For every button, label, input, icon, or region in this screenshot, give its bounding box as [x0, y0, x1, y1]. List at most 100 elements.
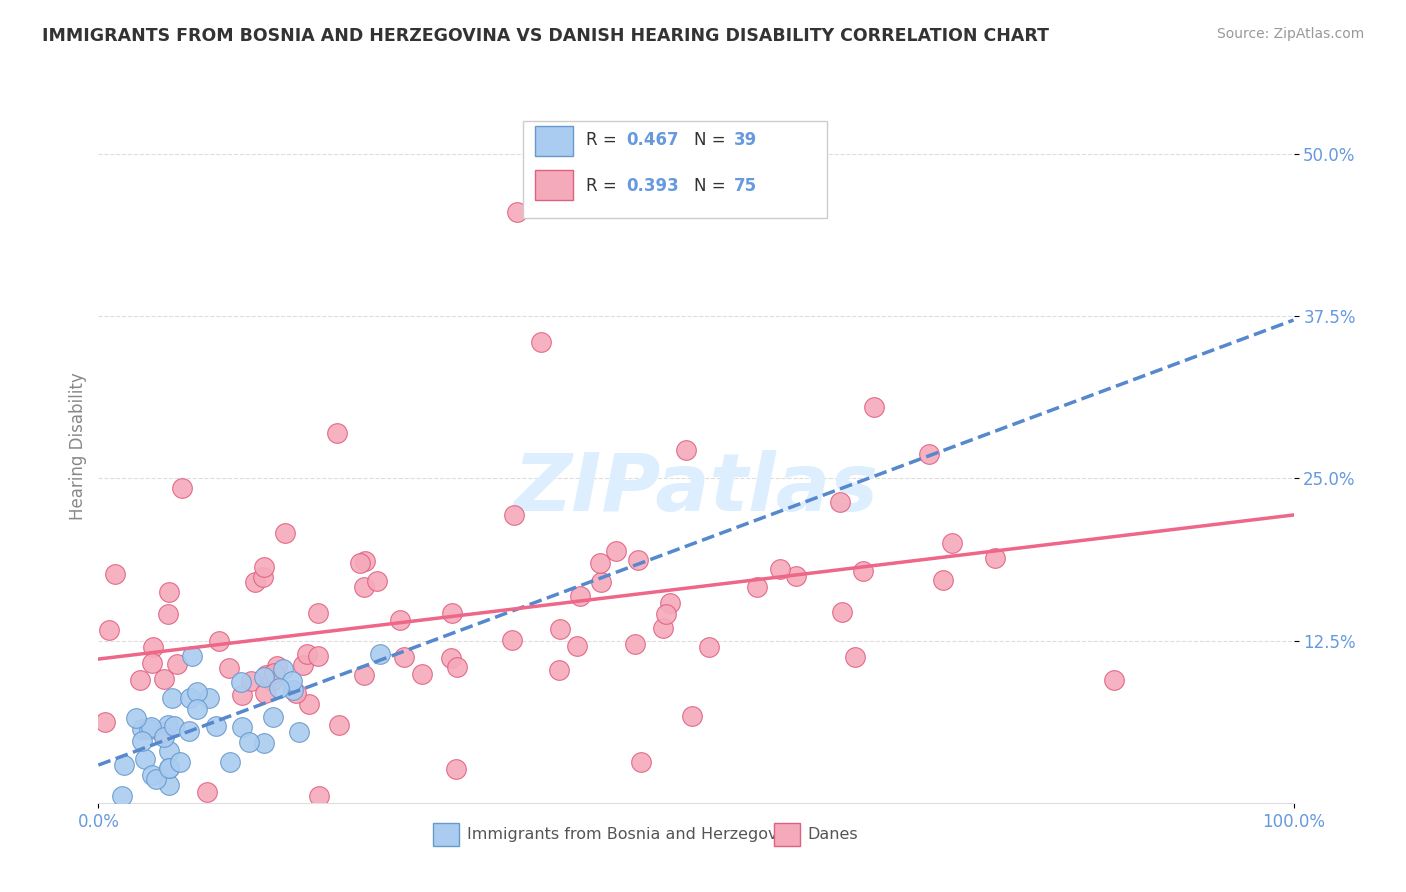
Point — [439, 651, 461, 665]
Point — [392, 650, 415, 665]
Point — [243, 574, 266, 589]
Point — [153, 730, 176, 744]
Point — [502, 508, 524, 522]
Point — [353, 667, 375, 681]
Bar — [773, 822, 800, 846]
Point — [624, 637, 647, 651]
Point — [229, 675, 252, 690]
Point — [547, 663, 569, 677]
Text: 0.467: 0.467 — [627, 131, 679, 149]
Y-axis label: Hearing Disability: Hearing Disability — [69, 372, 87, 520]
Point — [177, 723, 200, 738]
Point — [141, 640, 163, 654]
Point — [769, 562, 792, 576]
Point — [195, 784, 218, 798]
Point — [297, 647, 319, 661]
Point — [506, 205, 529, 219]
Point — [273, 526, 295, 541]
Point — [565, 639, 588, 653]
Point — [169, 755, 191, 769]
Point — [446, 660, 468, 674]
Point — [153, 673, 176, 687]
Point — [94, 714, 117, 729]
Point — [569, 589, 592, 603]
Point — [156, 607, 179, 621]
Point — [281, 673, 304, 688]
Text: Source: ZipAtlas.com: Source: ZipAtlas.com — [1216, 27, 1364, 41]
Point — [266, 659, 288, 673]
Point — [591, 575, 613, 590]
Text: N =: N = — [693, 177, 731, 194]
Point — [353, 554, 375, 568]
Point — [253, 736, 276, 750]
Point — [655, 607, 678, 622]
Point — [157, 778, 180, 792]
Point — [219, 755, 242, 769]
Point — [238, 735, 260, 749]
Point — [501, 632, 523, 647]
Text: 0.393: 0.393 — [627, 177, 679, 194]
Point — [328, 718, 350, 732]
Point — [697, 640, 720, 654]
FancyBboxPatch shape — [523, 121, 827, 218]
Point — [605, 543, 627, 558]
Point — [307, 606, 329, 620]
Point — [112, 758, 135, 772]
Point — [260, 673, 283, 688]
Bar — [534, 169, 572, 200]
Point — [141, 657, 163, 671]
Point — [831, 605, 853, 619]
Point — [111, 789, 134, 804]
Point — [446, 762, 468, 776]
Point — [918, 447, 941, 461]
Point — [411, 666, 433, 681]
Point — [160, 690, 183, 705]
Point — [844, 649, 866, 664]
Point — [941, 536, 963, 550]
Text: R =: R = — [586, 131, 621, 149]
Point — [349, 557, 371, 571]
Point — [205, 719, 228, 733]
Point — [271, 662, 294, 676]
Point — [139, 720, 162, 734]
Point — [141, 768, 163, 782]
Point — [291, 658, 314, 673]
Point — [651, 621, 673, 635]
Point — [589, 556, 612, 570]
Text: 39: 39 — [734, 131, 758, 149]
Point — [983, 551, 1005, 566]
Text: R =: R = — [586, 177, 621, 194]
Point — [186, 685, 208, 699]
Point — [262, 710, 284, 724]
Point — [128, 673, 150, 687]
Point — [288, 725, 311, 739]
Point — [157, 584, 180, 599]
Point — [281, 683, 304, 698]
Bar — [534, 126, 572, 155]
Point — [138, 723, 160, 737]
Point — [159, 761, 181, 775]
Point — [179, 691, 201, 706]
Text: 75: 75 — [734, 177, 758, 194]
Point — [785, 569, 807, 583]
Text: IMMIGRANTS FROM BOSNIA AND HERZEGOVINA VS DANISH HEARING DISABILITY CORRELATION : IMMIGRANTS FROM BOSNIA AND HERZEGOVINA V… — [42, 27, 1049, 45]
Point — [170, 481, 193, 495]
Point — [353, 580, 375, 594]
Point — [389, 613, 412, 627]
Point — [125, 711, 148, 725]
Point — [366, 574, 388, 588]
Point — [208, 634, 231, 648]
Point — [231, 688, 253, 702]
Point — [231, 720, 253, 734]
Point — [1104, 673, 1126, 687]
Point — [298, 697, 321, 711]
Point — [658, 596, 681, 610]
Point — [675, 443, 697, 458]
Point — [368, 647, 391, 661]
Point — [681, 709, 703, 723]
Point — [166, 657, 188, 671]
Point — [131, 734, 153, 748]
Text: Immigrants from Bosnia and Herzegovina: Immigrants from Bosnia and Herzegovina — [467, 827, 801, 842]
Point — [252, 570, 274, 584]
Point — [253, 670, 276, 684]
